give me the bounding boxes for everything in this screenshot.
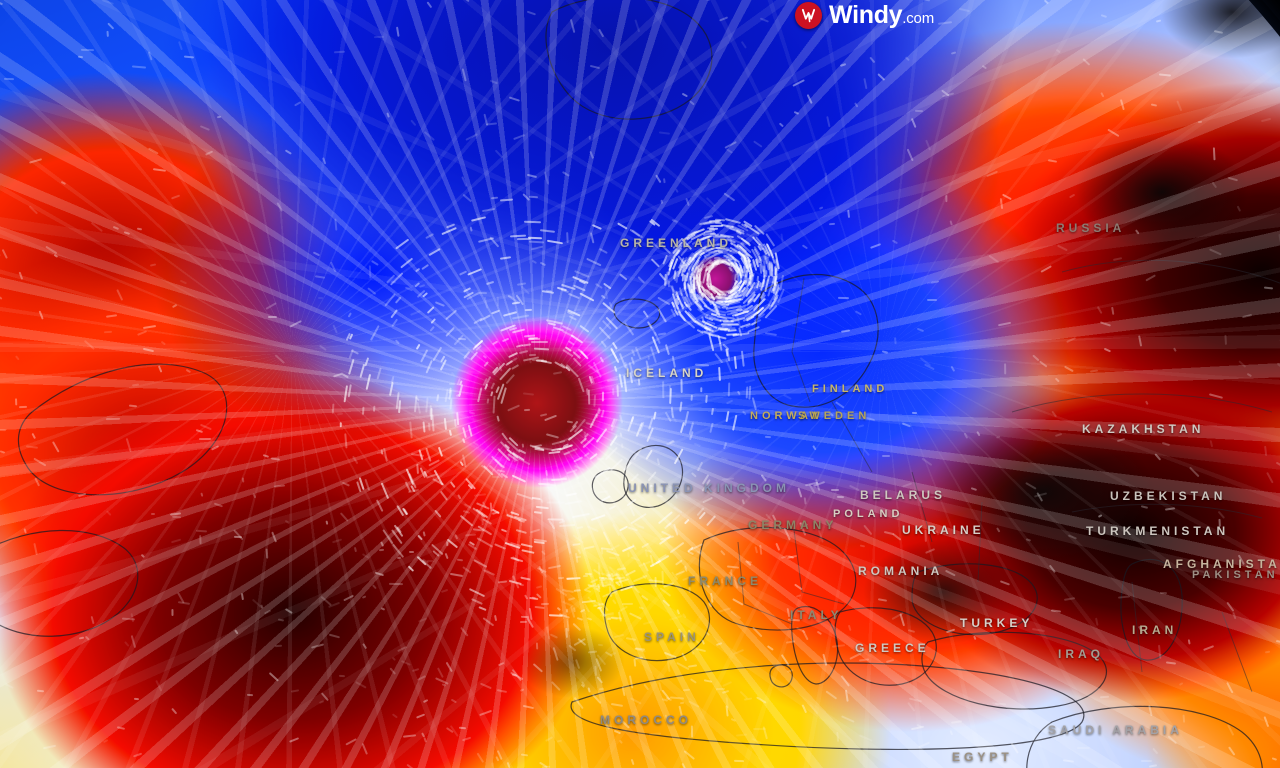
wind-particle [621, 602, 634, 605]
wind-particle [1160, 591, 1167, 594]
wind-particle [655, 576, 657, 587]
wind-particle [660, 199, 663, 204]
wind-particle [719, 246, 725, 249]
wind-particle [734, 759, 745, 762]
wind-particle [695, 363, 710, 366]
wind-particle [195, 529, 207, 532]
wind-particle [510, 234, 527, 237]
wind-particle [583, 574, 589, 577]
wind-particle [721, 578, 724, 584]
wind-particle [621, 443, 624, 449]
wind-particle [633, 658, 636, 667]
wind-particle [661, 570, 664, 585]
wind-particle [837, 296, 850, 299]
wind-particle [524, 220, 541, 223]
wind-particle [519, 620, 527, 623]
wind-particle [667, 280, 670, 288]
wind-particle [583, 431, 586, 442]
wind-particle [486, 397, 489, 404]
wind-particle [608, 556, 617, 559]
wind-particle [409, 550, 415, 553]
windy-logo-icon [795, 2, 822, 29]
wind-particle [705, 394, 708, 403]
wind-particle [912, 411, 917, 414]
wind-particle [105, 417, 120, 420]
wind-particle [171, 609, 174, 617]
wind-particle [927, 298, 938, 301]
wind-particle [690, 394, 693, 401]
wind-particle [134, 697, 140, 700]
wind-particle [680, 378, 683, 393]
wind-particle [446, 541, 448, 547]
wind-particle [1263, 286, 1273, 289]
wind-particle [267, 315, 278, 318]
wind-particle [448, 382, 455, 385]
wind-particle [865, 679, 872, 682]
wind-particle [831, 489, 839, 491]
brand-name: Windy [829, 1, 903, 29]
windy-wordmark: Windy .com [829, 3, 934, 28]
wind-particle [825, 172, 827, 183]
wind-particle [690, 725, 693, 739]
wind-particle [574, 589, 582, 592]
wind-particle [104, 330, 113, 333]
wind-particle [19, 405, 28, 408]
wind-particle [1077, 746, 1091, 749]
wind-particle [926, 496, 937, 498]
wind-particle [1100, 695, 1110, 698]
wind-particle [721, 306, 728, 309]
wind-particle [683, 688, 691, 691]
windy-brand[interactable]: Windy .com [795, 2, 934, 29]
wind-particle [377, 451, 384, 454]
wind-particle [803, 496, 807, 504]
wind-particle [648, 355, 650, 360]
brand-tld: .com [902, 10, 934, 27]
wind-particle [529, 353, 537, 356]
wind-particle [396, 556, 402, 559]
wind-particle [924, 530, 927, 542]
wind-particle [151, 513, 156, 515]
wind-particle [894, 336, 897, 345]
wind-particle [241, 477, 244, 483]
wind-particle [77, 55, 83, 58]
wind-particle [1004, 363, 1007, 375]
wind-particle [700, 387, 702, 393]
wind-particle [519, 583, 525, 586]
wind-particle [771, 264, 774, 278]
wind-particle [15, 397, 17, 405]
wind-particle [688, 587, 691, 593]
wind-particle [458, 726, 466, 729]
wind-particle [594, 665, 597, 676]
wind-particle [106, 30, 109, 37]
wind-particle [530, 340, 549, 343]
wind-particle [836, 495, 844, 498]
wind-particle [339, 422, 341, 428]
wind-particle [3, 77, 15, 80]
wind-particle [945, 195, 947, 203]
wind-particle [721, 323, 740, 326]
wind-particle [489, 502, 493, 512]
wind-particle [600, 547, 603, 555]
wind-particle [491, 475, 500, 478]
wind-particle [741, 324, 744, 331]
wind-particle [234, 535, 243, 538]
wind-particle [0, 428, 6, 431]
wind-particle [597, 643, 603, 646]
wind-particle [647, 484, 655, 487]
